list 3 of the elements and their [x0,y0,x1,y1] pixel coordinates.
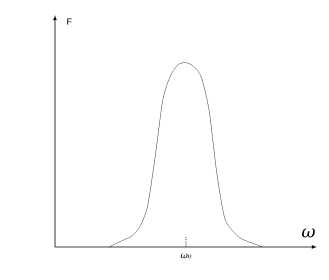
y-axis-title: F [67,18,72,25]
x-axis-title: ω [302,228,315,238]
text: ω₀ [180,254,192,258]
